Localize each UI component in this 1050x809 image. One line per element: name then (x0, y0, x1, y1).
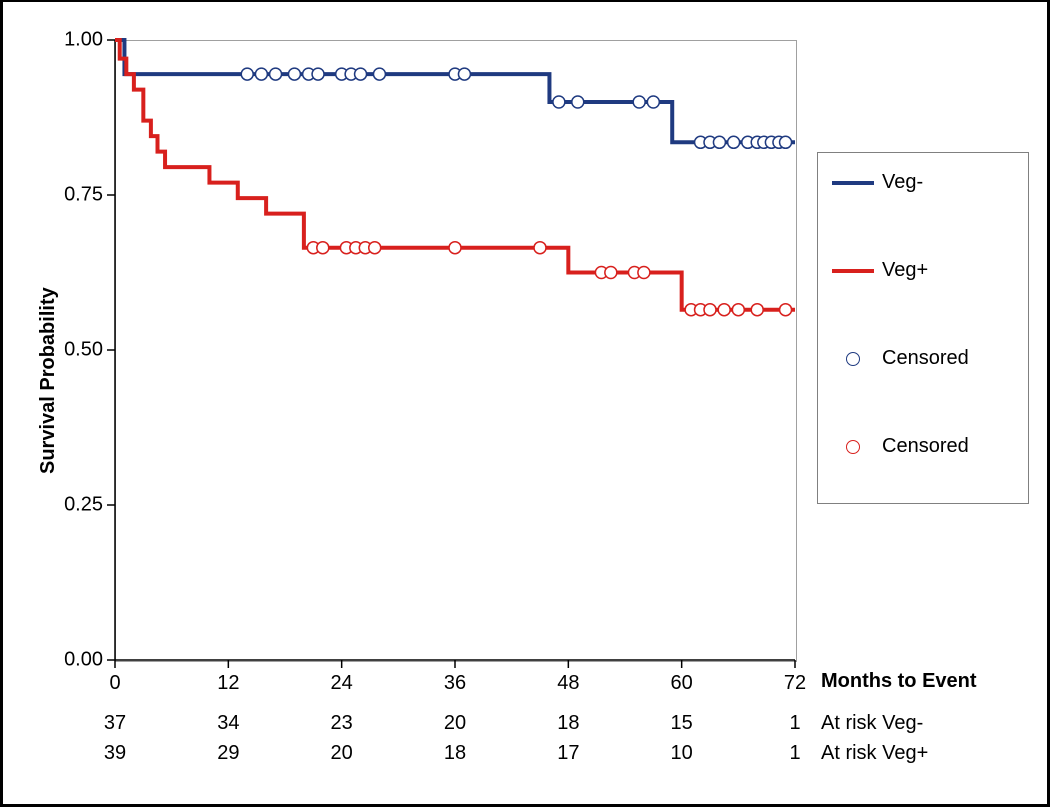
chart-frame: Survival Probability Months to Event Veg… (0, 0, 1050, 807)
risk-table-value: 1 (789, 742, 800, 765)
legend-label: Censored (882, 347, 969, 370)
legend-circle-swatch (846, 440, 860, 454)
x-axis-title: Months to Event (821, 670, 977, 693)
legend-label: Censored (882, 435, 969, 458)
legend-label: Veg+ (882, 259, 928, 282)
x-tick-label: 48 (557, 672, 579, 695)
risk-table-value: 18 (557, 712, 579, 735)
risk-table-value: 10 (671, 742, 693, 765)
risk-table-value: 18 (444, 742, 466, 765)
risk-table-row-label: At risk Veg+ (821, 742, 928, 765)
x-tick-label: 0 (109, 672, 120, 695)
y-tick-label: 0.50 (55, 339, 103, 362)
legend: Veg- Veg+ Censored Censored (817, 152, 1029, 504)
legend-circle-swatch (846, 352, 860, 366)
risk-table-value: 37 (104, 712, 126, 735)
y-tick-label: 0.75 (55, 184, 103, 207)
risk-table-value: 39 (104, 742, 126, 765)
risk-table-value: 20 (331, 742, 353, 765)
y-axis-title: Survival Probability (37, 287, 60, 474)
legend-item: Veg- (832, 171, 923, 194)
risk-table-row-label: At risk Veg- (821, 712, 923, 735)
y-tick-label: 0.00 (55, 649, 103, 672)
risk-table-value: 34 (217, 712, 239, 735)
legend-item: Censored (832, 435, 969, 458)
risk-table-value: 20 (444, 712, 466, 735)
legend-item: Veg+ (832, 259, 928, 282)
legend-line-swatch (832, 181, 874, 185)
x-tick-label: 12 (217, 672, 239, 695)
legend-item: Censored (832, 347, 969, 370)
x-tick-label: 72 (784, 672, 806, 695)
legend-line-swatch (832, 269, 874, 273)
legend-label: Veg- (882, 171, 923, 194)
risk-table-value: 23 (331, 712, 353, 735)
risk-table-value: 17 (557, 742, 579, 765)
risk-table-value: 15 (671, 712, 693, 735)
x-tick-label: 24 (331, 672, 353, 695)
risk-table-value: 1 (789, 712, 800, 735)
x-tick-label: 36 (444, 672, 466, 695)
x-tick-label: 60 (671, 672, 693, 695)
y-tick-label: 0.25 (55, 494, 103, 517)
y-tick-label: 1.00 (55, 29, 103, 52)
risk-table-value: 29 (217, 742, 239, 765)
